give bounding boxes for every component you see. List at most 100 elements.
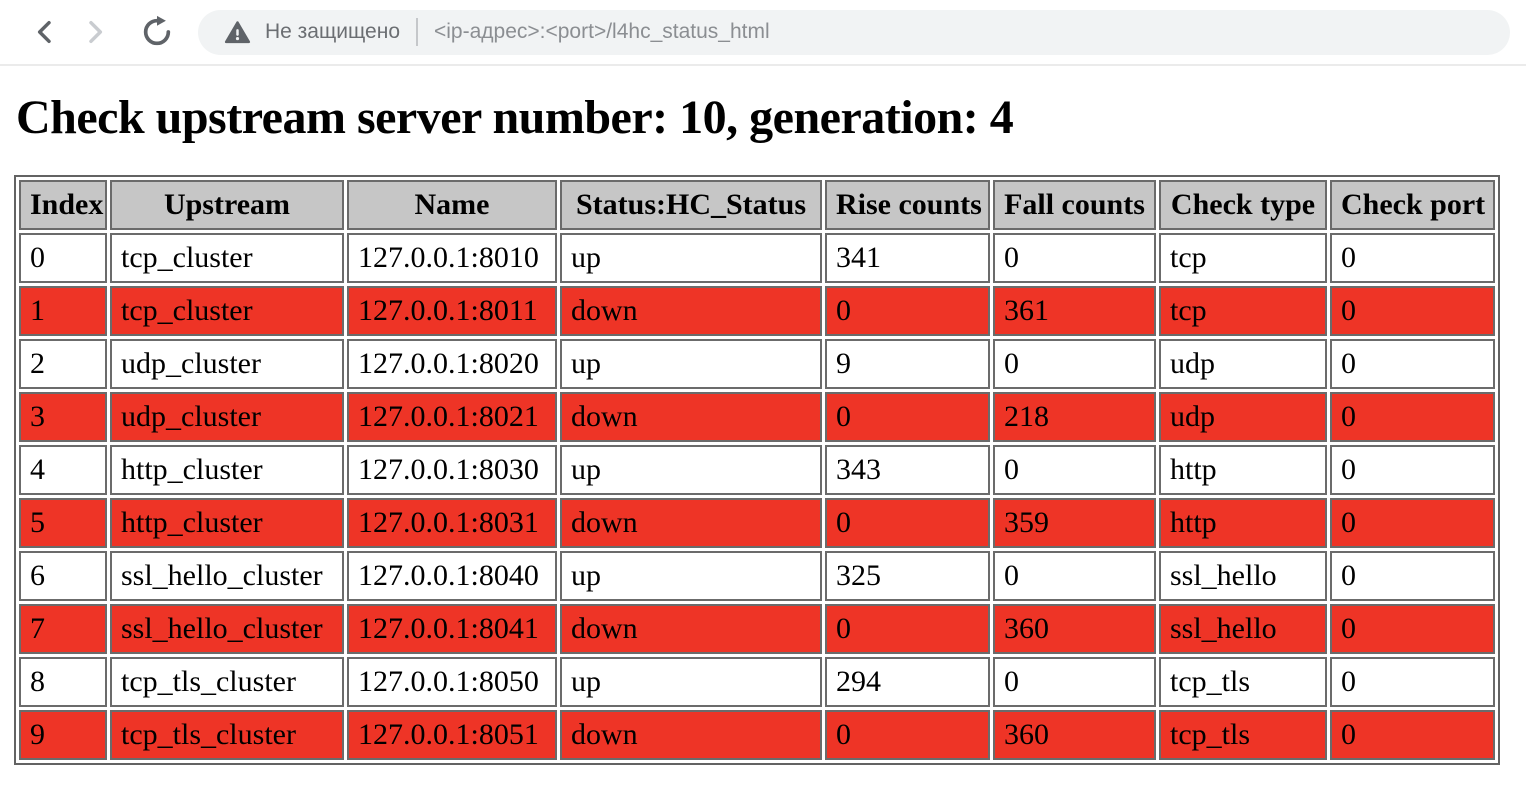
table-row: 3 udp_cluster 127.0.0.1:8021 down 0 218 …: [19, 392, 1495, 443]
table-row: 0 tcp_cluster 127.0.0.1:8010 up 341 0 tc…: [19, 233, 1495, 284]
cell-rise-counts: 9: [825, 339, 990, 390]
cell-rise-counts: 0: [825, 604, 990, 655]
forward-chevron-icon: [79, 16, 111, 48]
cell-status: up: [560, 657, 822, 708]
page-title: Check upstream server number: 10, genera…: [16, 91, 1014, 144]
cell-status: up: [560, 551, 822, 602]
cell-index: 7: [19, 604, 107, 655]
cell-index: 1: [19, 286, 107, 337]
cell-name: 127.0.0.1:8040: [347, 551, 557, 602]
cell-upstream: tcp_cluster: [110, 233, 344, 284]
cell-check-type: tcp: [1159, 286, 1327, 337]
cell-index: 5: [19, 498, 107, 549]
cell-check-port: 0: [1330, 445, 1495, 496]
column-header-fall-counts: Fall counts: [993, 180, 1156, 231]
cell-rise-counts: 0: [825, 286, 990, 337]
cell-upstream: ssl_hello_cluster: [110, 604, 344, 655]
cell-fall-counts: 359: [993, 498, 1156, 549]
cell-check-type: http: [1159, 498, 1327, 549]
cell-status: up: [560, 233, 822, 284]
cell-fall-counts: 0: [993, 233, 1156, 284]
cell-upstream: udp_cluster: [110, 392, 344, 443]
cell-check-type: ssl_hello: [1159, 551, 1327, 602]
column-header-index: Index: [19, 180, 107, 231]
cell-fall-counts: 0: [993, 551, 1156, 602]
cell-status: up: [560, 339, 822, 390]
cell-name: 127.0.0.1:8020: [347, 339, 557, 390]
cell-check-type: http: [1159, 445, 1327, 496]
cell-check-port: 0: [1330, 498, 1495, 549]
cell-upstream: tcp_cluster: [110, 286, 344, 337]
cell-check-port: 0: [1330, 551, 1495, 602]
cell-index: 0: [19, 233, 107, 284]
cell-index: 2: [19, 339, 107, 390]
cell-name: 127.0.0.1:8030: [347, 445, 557, 496]
cell-check-type: tcp: [1159, 233, 1327, 284]
column-header-check-type: Check type: [1159, 180, 1327, 231]
cell-status: down: [560, 286, 822, 337]
cell-rise-counts: 341: [825, 233, 990, 284]
cell-upstream: http_cluster: [110, 498, 344, 549]
cell-name: 127.0.0.1:8051: [347, 710, 557, 761]
cell-fall-counts: 360: [993, 710, 1156, 761]
column-header-status: Status:HC_Status: [560, 180, 822, 231]
cell-check-port: 0: [1330, 233, 1495, 284]
cell-index: 8: [19, 657, 107, 708]
table-row: 2 udp_cluster 127.0.0.1:8020 up 9 0 udp …: [19, 339, 1495, 390]
cell-fall-counts: 0: [993, 445, 1156, 496]
cell-rise-counts: 343: [825, 445, 990, 496]
table-row: 5 http_cluster 127.0.0.1:8031 down 0 359…: [19, 498, 1495, 549]
security-status-label: Не защищено: [265, 20, 400, 43]
cell-fall-counts: 218: [993, 392, 1156, 443]
cell-check-type: udp: [1159, 392, 1327, 443]
cell-status: down: [560, 392, 822, 443]
table-row: 1 tcp_cluster 127.0.0.1:8011 down 0 361 …: [19, 286, 1495, 337]
cell-index: 6: [19, 551, 107, 602]
back-button[interactable]: [20, 10, 70, 54]
cell-fall-counts: 0: [993, 657, 1156, 708]
cell-fall-counts: 0: [993, 339, 1156, 390]
table-header-row: Index Upstream Name Status:HC_Status Ris…: [19, 180, 1495, 231]
cell-rise-counts: 0: [825, 392, 990, 443]
cell-name: 127.0.0.1:8041: [347, 604, 557, 655]
address-bar[interactable]: Не защищено <ip-адрес>:<port>/l4hc_statu…: [198, 9, 1510, 55]
reload-icon: [140, 15, 174, 49]
cell-upstream: http_cluster: [110, 445, 344, 496]
table-row: 7 ssl_hello_cluster 127.0.0.1:8041 down …: [19, 604, 1495, 655]
cell-fall-counts: 360: [993, 604, 1156, 655]
cell-index: 3: [19, 392, 107, 443]
warning-icon: [224, 19, 251, 46]
table-row: 4 http_cluster 127.0.0.1:8030 up 343 0 h…: [19, 445, 1495, 496]
cell-upstream: ssl_hello_cluster: [110, 551, 344, 602]
cell-status: down: [560, 498, 822, 549]
cell-name: 127.0.0.1:8011: [347, 286, 557, 337]
cell-check-port: 0: [1330, 339, 1495, 390]
table-row: 9 tcp_tls_cluster 127.0.0.1:8051 down 0 …: [19, 710, 1495, 761]
table-row: 6 ssl_hello_cluster 127.0.0.1:8040 up 32…: [19, 551, 1495, 602]
cell-check-type: udp: [1159, 339, 1327, 390]
back-chevron-icon: [29, 16, 61, 48]
cell-check-port: 0: [1330, 286, 1495, 337]
cell-name: 127.0.0.1:8010: [347, 233, 557, 284]
cell-check-type: tcp_tls: [1159, 710, 1327, 761]
column-header-name: Name: [347, 180, 557, 231]
reload-button[interactable]: [132, 10, 182, 54]
forward-button[interactable]: [70, 10, 120, 54]
cell-upstream: udp_cluster: [110, 339, 344, 390]
table-row: 8 tcp_tls_cluster 127.0.0.1:8050 up 294 …: [19, 657, 1495, 708]
cell-name: 127.0.0.1:8050: [347, 657, 557, 708]
cell-name: 127.0.0.1:8021: [347, 392, 557, 443]
cell-status: down: [560, 710, 822, 761]
url-text: <ip-адрес>:<port>/l4hc_status_html: [434, 20, 770, 43]
cell-status: down: [560, 604, 822, 655]
cell-upstream: tcp_tls_cluster: [110, 710, 344, 761]
omnibox-divider: [416, 18, 418, 46]
cell-status: up: [560, 445, 822, 496]
cell-rise-counts: 325: [825, 551, 990, 602]
column-header-check-port: Check port: [1330, 180, 1495, 231]
health-check-status-table: Index Upstream Name Status:HC_Status Ris…: [14, 175, 1500, 766]
cell-check-port: 0: [1330, 710, 1495, 761]
cell-fall-counts: 361: [993, 286, 1156, 337]
browser-toolbar: Не защищено <ip-адрес>:<port>/l4hc_statu…: [0, 0, 1526, 66]
